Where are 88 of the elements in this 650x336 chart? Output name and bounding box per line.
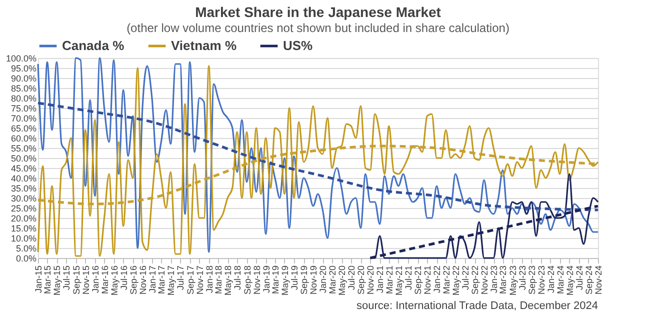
x-tick-label: Nov-22: [480, 266, 490, 295]
x-tick-label: Jul-24: [574, 266, 584, 290]
x-tick-label: May-20: [337, 266, 348, 296]
x-tick-label: Sep-16: [128, 266, 138, 295]
x-tick-label: Mar-22: [441, 266, 452, 294]
y-tick-label: 75.0%: [10, 104, 36, 114]
x-tick-label: Sep-24: [584, 266, 594, 295]
x-tick-label: Mar-24: [555, 266, 566, 294]
x-tick-label: Sep-17: [185, 266, 196, 295]
x-tick-label: May-24: [564, 266, 575, 296]
x-tick-label: Mar-20: [328, 266, 338, 294]
y-tick-label: 0.0%: [16, 254, 36, 264]
x-tick-label: Sep-21: [413, 266, 424, 295]
x-tick-label: May-23: [508, 266, 518, 296]
x-tick-label: Nov-24: [594, 266, 604, 295]
x-tick-label: May-16: [109, 266, 120, 296]
y-tick-label: 5.0%: [16, 244, 36, 254]
y-tick-label: 50.0%: [10, 154, 36, 164]
y-tick-label: 55.0%: [10, 144, 36, 154]
x-tick-label: May-17: [166, 266, 176, 296]
x-tick-label: Sep-22: [470, 266, 480, 295]
x-tick-label: Nov-16: [138, 266, 148, 295]
x-tick-label: Jul-18: [232, 266, 243, 290]
x-tick-label: Mar-21: [384, 266, 394, 294]
x-tick-label: Jul-21: [403, 266, 414, 290]
x-tick-label: Nov-20: [366, 266, 376, 295]
chart-title: Market Share in the Japanese Market: [195, 4, 442, 20]
x-tick-label: Mar-19: [270, 266, 280, 294]
line-series: [36, 102, 600, 212]
y-tick-label: 80.0%: [10, 94, 36, 104]
x-tick-label: Mar-18: [214, 266, 224, 294]
y-tick-label: 65.0%: [10, 124, 36, 134]
x-tick-label: Nov-23: [536, 266, 546, 295]
x-tick-label: Jul-19: [289, 266, 300, 290]
y-tick-label: 30.0%: [10, 194, 36, 204]
x-tick-label: Sep-19: [299, 266, 310, 295]
x-tick-label: Jul-22: [460, 266, 470, 290]
x-tick-label: Jul-15: [62, 266, 72, 290]
x-tick-label: Nov-17: [194, 266, 205, 295]
x-tick-label: Jan-20: [318, 266, 328, 294]
x-tick-label: May-18: [223, 266, 234, 296]
y-tick-label: 100.0%: [6, 54, 36, 64]
x-tick-label: Sep-20: [356, 266, 366, 295]
x-tick-label: Jan-19: [261, 266, 272, 294]
source-note: source: International Trade Data, December 2024: [356, 300, 598, 312]
x-tick-label: Jan-15: [34, 266, 44, 294]
y-tick-label: 60.0%: [10, 134, 36, 144]
x-tick-label: May-19: [280, 266, 290, 296]
x-tick-label: Nov-18: [252, 266, 262, 295]
y-tick-label: 95.0%: [10, 64, 36, 74]
legend-label: Vietnam %: [171, 38, 237, 53]
x-tick-label: May-15: [52, 266, 62, 296]
y-tick-label: 90.0%: [10, 74, 36, 84]
y-tick-label: 10.0%: [10, 234, 36, 244]
x-tick-label: Jan-16: [90, 266, 100, 294]
x-tick-label: Mar-15: [42, 266, 53, 294]
x-tick-label: Jan-22: [432, 266, 442, 294]
x-tick-label: Mar-16: [100, 266, 110, 294]
x-tick-label: Jul-17: [176, 266, 186, 290]
x-tick-label: Jul-16: [118, 266, 129, 290]
x-tick-label: Mar-17: [156, 266, 167, 294]
y-tick-label: 35.0%: [10, 184, 36, 194]
x-tick-label: Jan-21: [375, 266, 386, 294]
x-tick-label: May-22: [450, 266, 461, 296]
x-tick-label: Mar-23: [498, 266, 508, 294]
x-tick-label: Jan-17: [147, 266, 158, 294]
y-tick-label: 70.0%: [10, 114, 36, 124]
x-tick-label: Jan-24: [546, 266, 556, 294]
x-tick-label: Nov-21: [422, 266, 433, 295]
x-tick-label: May-21: [394, 266, 404, 296]
x-tick-label: Jan-23: [489, 266, 500, 294]
y-tick-label: 20.0%: [10, 214, 36, 224]
x-tick-label: Sep-15: [71, 266, 82, 295]
chart-subtitle: (other low volume countries not shown but included in share calculation): [126, 21, 510, 35]
x-tick-label: Sep-23: [526, 266, 537, 295]
y-tick-label: 40.0%: [10, 174, 36, 184]
x-tick-label: Jan-18: [204, 266, 214, 294]
x-tick-label: Nov-15: [80, 266, 91, 295]
x-tick-label: Jul-23: [517, 266, 528, 290]
x-tick-label: Sep-18: [242, 266, 252, 295]
x-tick-label: Nov-19: [308, 266, 319, 295]
y-tick-label: 45.0%: [10, 164, 36, 174]
y-tick-label: 15.0%: [10, 224, 36, 234]
legend-label: US%: [283, 38, 314, 53]
legend-label: Canada %: [62, 38, 125, 53]
y-tick-label: 85.0%: [10, 84, 36, 94]
x-tick-label: Jul-20: [346, 266, 357, 290]
y-tick-label: 25.0%: [10, 204, 36, 214]
